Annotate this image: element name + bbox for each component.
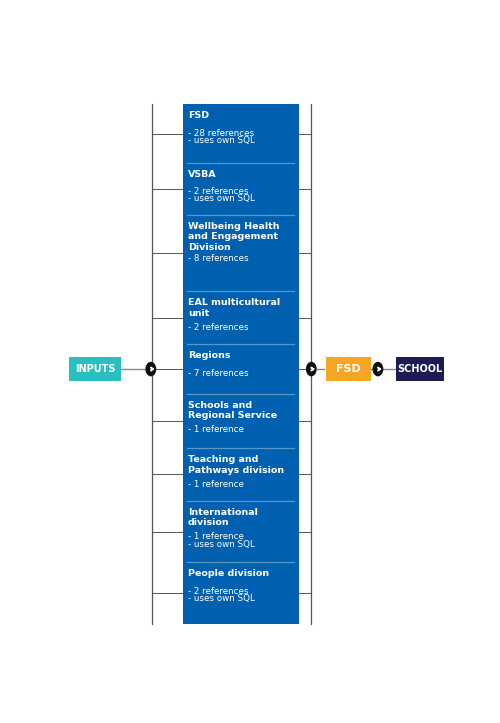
Text: INPUTS: INPUTS <box>75 364 116 374</box>
Text: Wellbeing Health
and Engagement
Division: Wellbeing Health and Engagement Division <box>188 222 280 252</box>
Bar <box>68 356 122 382</box>
Text: - 1 reference: - 1 reference <box>188 480 244 489</box>
Text: - 7 references: - 7 references <box>188 369 248 377</box>
Text: FSD: FSD <box>188 111 209 121</box>
Text: - 2 references: - 2 references <box>188 323 248 332</box>
Text: FSD: FSD <box>336 364 361 374</box>
Text: Teaching and
Pathways division: Teaching and Pathways division <box>188 455 284 474</box>
Text: - 28 references: - 28 references <box>188 129 254 137</box>
Text: - uses own SQL: - uses own SQL <box>188 539 255 549</box>
Ellipse shape <box>306 362 316 377</box>
Bar <box>326 356 371 382</box>
Text: - 8 references: - 8 references <box>188 254 248 263</box>
Text: - 1 reference: - 1 reference <box>188 532 244 542</box>
Text: VSBA: VSBA <box>188 170 216 179</box>
Text: SCHOOL: SCHOOL <box>397 364 442 374</box>
Text: International
division: International division <box>188 508 258 527</box>
Text: EAL multicultural
unit: EAL multicultural unit <box>188 298 280 317</box>
Text: - uses own SQL: - uses own SQL <box>188 594 255 603</box>
Text: - uses own SQL: - uses own SQL <box>188 194 255 203</box>
Text: - 2 references: - 2 references <box>188 187 248 196</box>
Text: Regions: Regions <box>188 351 230 360</box>
Ellipse shape <box>372 362 384 377</box>
Text: - 1 reference: - 1 reference <box>188 425 244 435</box>
Text: - uses own SQL: - uses own SQL <box>188 136 255 145</box>
Bar <box>182 104 299 624</box>
Text: - 2 references: - 2 references <box>188 586 248 596</box>
Text: Schools and
Regional Service: Schools and Regional Service <box>188 401 277 420</box>
Ellipse shape <box>146 362 156 377</box>
Bar <box>396 356 444 382</box>
Text: People division: People division <box>188 569 269 578</box>
